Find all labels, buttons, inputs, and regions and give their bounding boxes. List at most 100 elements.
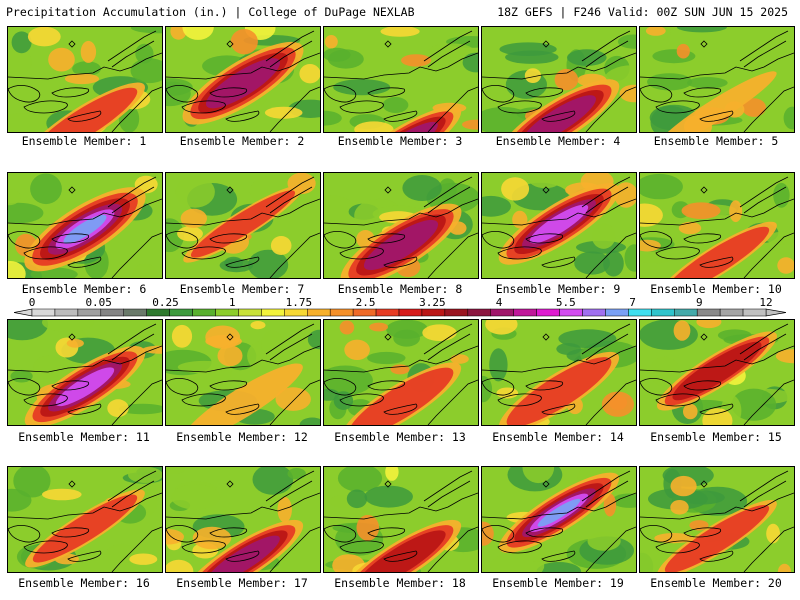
ensemble-panel bbox=[481, 319, 637, 426]
ensemble-panel bbox=[7, 466, 163, 573]
ensemble-panel bbox=[639, 319, 795, 426]
precip-map bbox=[640, 467, 794, 572]
ensemble-panel bbox=[7, 319, 163, 426]
ensemble-label: Ensemble Member: 11 bbox=[18, 430, 150, 444]
ensemble-label: Ensemble Member: 13 bbox=[334, 430, 466, 444]
ensemble-panel bbox=[323, 466, 479, 573]
precip-map bbox=[482, 320, 636, 425]
legend-tick-label: 0.05 bbox=[85, 297, 112, 309]
precip-map bbox=[166, 27, 320, 132]
ensemble-label: Ensemble Member: 19 bbox=[492, 576, 624, 590]
precip-map bbox=[324, 467, 478, 572]
ensemble-panel bbox=[7, 172, 163, 279]
ensemble-label: Ensemble Member: 18 bbox=[334, 576, 466, 590]
legend-swatch bbox=[329, 308, 354, 317]
ensemble-panel bbox=[165, 172, 321, 279]
ensemble-label: Ensemble Member: 2 bbox=[179, 134, 305, 148]
legend-swatch bbox=[284, 308, 308, 317]
legend-swatch bbox=[169, 308, 193, 317]
precip-map bbox=[324, 173, 478, 278]
ensemble-panel bbox=[165, 26, 321, 133]
legend-swatch bbox=[123, 308, 147, 317]
ensemble-label: Ensemble Member: 15 bbox=[650, 430, 782, 444]
legend-swatch bbox=[238, 308, 262, 317]
ensemble-panel bbox=[165, 466, 321, 573]
legend-bar: 0 0.05 0.25 1 1.75 2.5 3.25 4 5.5 7 9 12 bbox=[14, 297, 786, 317]
legend-swatch bbox=[100, 308, 124, 317]
ensemble-label: Ensemble Member: 20 bbox=[650, 576, 782, 590]
precip-map bbox=[166, 320, 320, 425]
legend-swatch bbox=[444, 308, 469, 317]
ensemble-panel bbox=[481, 26, 637, 133]
legend-swatch bbox=[146, 308, 170, 317]
legend-swatch bbox=[261, 308, 285, 317]
legend-swatch bbox=[352, 308, 377, 317]
legend-arrow-right bbox=[765, 308, 786, 317]
legend-swatch bbox=[696, 308, 721, 317]
legend-swatch bbox=[513, 308, 537, 317]
legend-tick-label: 9 bbox=[696, 297, 703, 309]
precip-map bbox=[640, 27, 794, 132]
legend-swatch bbox=[582, 308, 606, 317]
ensemble-label: Ensemble Member: 7 bbox=[179, 282, 305, 296]
ensemble-label: Ensemble Member: 12 bbox=[176, 430, 308, 444]
legend-tick-label: 12 bbox=[759, 297, 772, 309]
ensemble-label: Ensemble Member: 4 bbox=[495, 134, 621, 148]
legend-tick-label: 0 bbox=[29, 297, 36, 309]
legend-swatch bbox=[559, 308, 583, 317]
precip-map bbox=[640, 320, 794, 425]
legend-swatch bbox=[307, 308, 331, 317]
ensemble-panel bbox=[323, 319, 479, 426]
ensemble-label: Ensemble Member: 5 bbox=[653, 134, 779, 148]
ensemble-label: Ensemble Member: 3 bbox=[337, 134, 463, 148]
map-title: Precipitation Accumulation (in.) | Colle… bbox=[6, 5, 415, 19]
legend-swatch bbox=[215, 308, 239, 317]
legend-tick-label: 2.5 bbox=[356, 297, 376, 309]
ensemble-label: Ensemble Member: 8 bbox=[337, 282, 463, 296]
ensemble-panel bbox=[481, 466, 637, 573]
legend-swatch bbox=[421, 308, 446, 317]
legend-tick-label: 7 bbox=[629, 297, 636, 309]
ensemble-panel bbox=[323, 172, 479, 279]
legend-swatch bbox=[674, 308, 698, 317]
precip-map bbox=[482, 173, 636, 278]
precip-map bbox=[324, 27, 478, 132]
ensemble-label: Ensemble Member: 10 bbox=[650, 282, 782, 296]
precip-map bbox=[166, 173, 320, 278]
legend-swatch bbox=[398, 308, 423, 317]
precip-map bbox=[640, 173, 794, 278]
legend-tick-label: 4 bbox=[496, 297, 503, 309]
legend-swatch bbox=[54, 308, 79, 317]
legend-swatch bbox=[742, 308, 767, 317]
ensemble-label: Ensemble Member: 1 bbox=[21, 134, 147, 148]
precip-map bbox=[8, 173, 162, 278]
ensemble-label: Ensemble Member: 16 bbox=[18, 576, 150, 590]
legend-tick-label: 1.75 bbox=[286, 297, 313, 309]
ensemble-panel bbox=[481, 172, 637, 279]
legend-swatch bbox=[31, 308, 56, 317]
legend-swatch bbox=[628, 308, 652, 317]
valid-time: 18Z GEFS | F246 Valid: 00Z SUN JUN 15 20… bbox=[497, 5, 788, 19]
precip-map bbox=[8, 320, 162, 425]
ensemble-label: Ensemble Member: 6 bbox=[21, 282, 147, 296]
legend-swatch bbox=[467, 308, 491, 317]
legend-arrow-left bbox=[14, 308, 33, 317]
precip-map bbox=[324, 320, 478, 425]
precip-map bbox=[482, 467, 636, 572]
ensemble-panel bbox=[7, 26, 163, 133]
ensemble-panel bbox=[639, 172, 795, 279]
legend-swatch bbox=[651, 308, 675, 317]
legend-tick-label: 3.25 bbox=[419, 297, 446, 309]
precip-map bbox=[166, 467, 320, 572]
legend-swatch bbox=[719, 308, 744, 317]
legend-swatch bbox=[192, 308, 216, 317]
ensemble-label: Ensemble Member: 9 bbox=[495, 282, 621, 296]
legend-tick-label: 5.5 bbox=[556, 297, 576, 309]
ensemble-label: Ensemble Member: 14 bbox=[492, 430, 624, 444]
legend-swatch bbox=[490, 308, 514, 317]
ensemble-panel bbox=[323, 26, 479, 133]
ensemble-label: Ensemble Member: 17 bbox=[176, 576, 308, 590]
precip-map bbox=[8, 467, 162, 572]
precip-map bbox=[8, 27, 162, 132]
legend-tick-label: 0.25 bbox=[152, 297, 179, 309]
